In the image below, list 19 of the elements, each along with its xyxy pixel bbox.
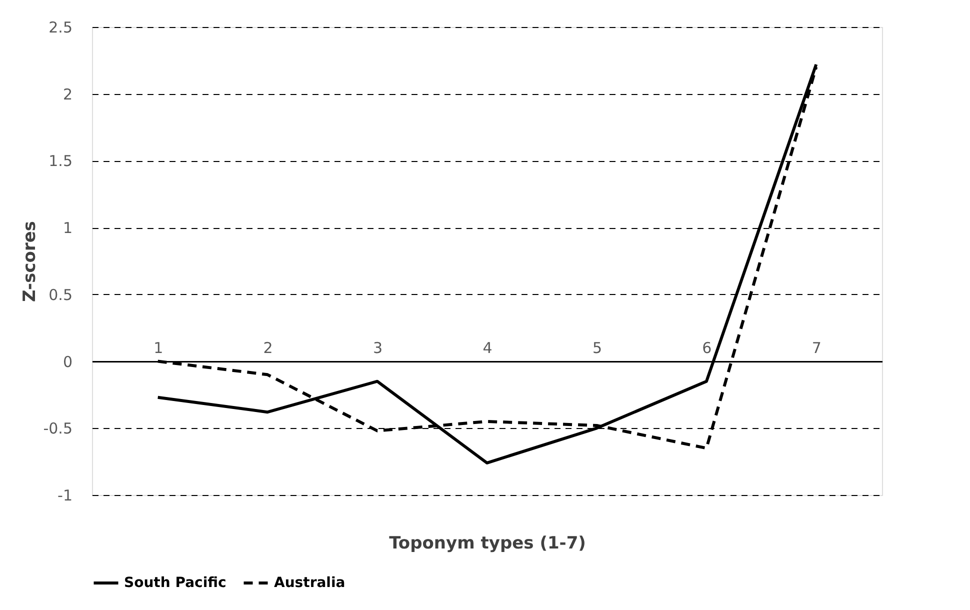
y-tick-label: -0.5 xyxy=(43,420,72,438)
x-tick-label: 7 xyxy=(812,338,822,357)
y-tick-label: 2.5 xyxy=(48,18,72,36)
y-axis-title: Z-scores xyxy=(20,221,40,302)
y-tick-label: 0 xyxy=(62,352,72,371)
x-tick-label: 2 xyxy=(263,338,273,357)
y-tick-label: -1 xyxy=(58,486,72,504)
y-tick-label: 0.5 xyxy=(48,286,72,304)
y-tick-label: 2 xyxy=(62,85,72,104)
x-tick-label: 3 xyxy=(373,338,383,357)
legend-label: Australia xyxy=(274,575,346,591)
x-tick-label: 6 xyxy=(702,338,712,357)
x-tick-label: 1 xyxy=(154,338,164,357)
y-tick-label: 1.5 xyxy=(48,152,72,170)
x-tick-label: 4 xyxy=(482,338,492,357)
legend-label: South Pacific xyxy=(124,575,226,591)
x-tick-label: 5 xyxy=(592,338,602,357)
y-tick-label: 1 xyxy=(62,219,72,238)
x-axis-title: Toponym types (1-7) xyxy=(389,534,586,554)
